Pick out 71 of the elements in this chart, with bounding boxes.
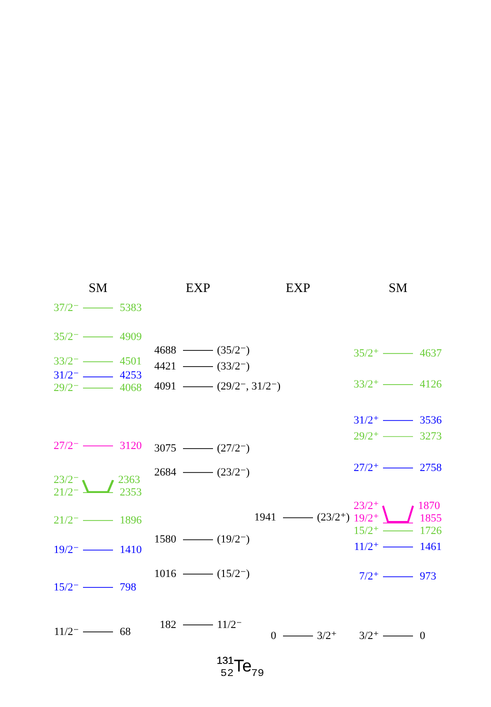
text: 37/2⁻ [54,302,80,314]
text: 33/2⁻ [54,356,80,368]
data-label: 5383 [120,302,142,314]
data-label: 3273 [420,430,442,443]
data-label: 1410 [120,544,142,556]
data-label: 1580 [154,534,177,546]
category-label: SM [88,280,108,295]
data-label: 2758 [420,462,442,474]
text: (35/2⁻) [217,344,250,356]
data-label: 4068 [120,382,142,394]
text: 21/2⁻ [54,514,80,526]
category-label: EXP [286,280,310,295]
data-label: 3536 [420,414,442,427]
data-label: 1016 [154,568,177,580]
text: 27/2⁺ [354,462,380,474]
text: 21/2⁻ [54,486,80,499]
category-label: SM [388,280,408,295]
data-label: 798 [120,581,137,594]
category-label: EXP [186,280,210,295]
data-label: 2363 [118,474,141,486]
data-label: 3075 [154,442,177,455]
text: (19/2⁻) [217,534,250,546]
data-label: 2684 [154,466,177,478]
data-label: 0 [270,630,277,642]
text: 19/2⁺ [354,512,380,524]
text: 3/2⁺ [317,630,338,642]
text: (15/2⁻) [217,568,250,580]
data-label: 2353 [120,486,142,499]
text: 7/2⁺ [359,570,380,583]
data-label: 4421 [154,360,176,373]
text: 11/2⁻ [217,618,242,631]
data-label: 1726 [420,524,442,537]
text: (33/2⁻) [217,360,250,373]
text: (23/2⁺) [317,512,350,524]
text: 23/2⁺ [354,500,380,512]
text: 31/2⁺ [354,414,380,427]
text: 33/2⁺ [354,378,380,391]
data-label: 973 [420,570,437,583]
text: 35/2⁻ [54,330,80,343]
data-label: 3120 [120,440,142,452]
text: 23/2⁻ [54,474,80,486]
data-label: 1870 [418,500,440,512]
text: 3/2⁺ [359,630,380,642]
text: 15/2⁺ [354,524,380,537]
data-label: 4091 [154,380,176,393]
data-label: 4637 [420,347,442,360]
data-label: 1941 [254,512,276,524]
text: (27/2⁻) [217,442,250,455]
text: 29/2⁻ [54,382,80,394]
text: 29/2⁺ [354,430,380,443]
data-label: 4253 [120,370,142,382]
text: (23/2⁻) [217,466,250,478]
text: 19/2⁻ [54,544,80,556]
text: 11/2⁺ [354,540,380,553]
text: ¹³¹₅₂Te₇₉ [216,654,264,678]
data-label: 0 [420,630,426,642]
text: 35/2⁺ [354,347,380,360]
text: 31/2⁻ [54,370,80,382]
data-label: 4501 [120,356,142,368]
data-label: 68 [120,626,132,638]
data-label: 4688 [154,344,177,356]
text: 15/2⁻ [54,581,80,594]
data-label: 1461 [420,540,442,553]
data-label: 1896 [120,514,142,526]
data-label: 182 [160,618,176,631]
text: (29/2⁻, 31/2⁻) [217,380,281,393]
data-label: 4126 [420,378,442,391]
text: 27/2⁻ [54,440,80,452]
text: 11/2⁻ [54,626,80,638]
data-label: 4909 [120,330,142,343]
data-label: 1855 [420,512,442,524]
